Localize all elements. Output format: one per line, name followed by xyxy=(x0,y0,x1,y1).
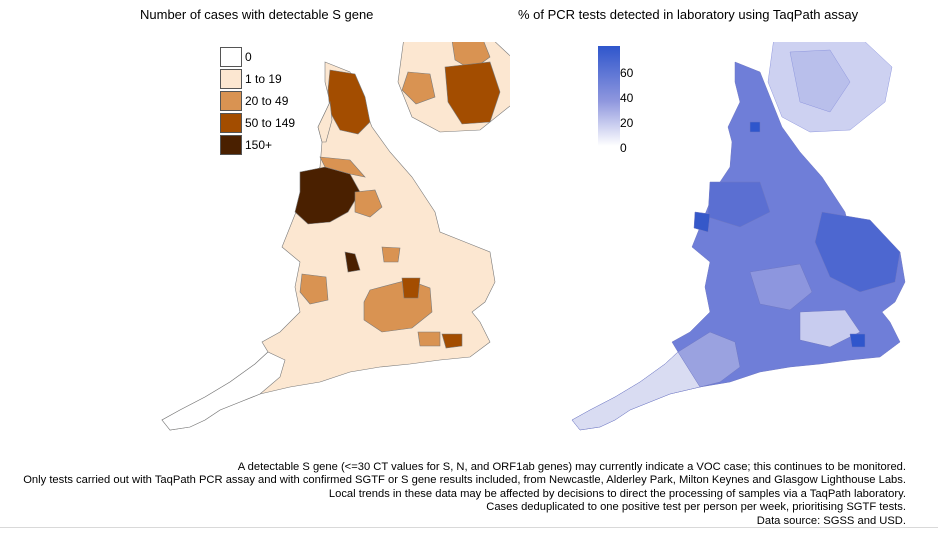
legend-swatch xyxy=(220,69,242,89)
midlands-light xyxy=(749,263,813,311)
footnote-line: Only tests carried out with TaqPath PCR … xyxy=(23,474,906,487)
ramp-tick-60: 60 xyxy=(620,66,634,80)
legend-item-3: 50 to 149 xyxy=(220,112,295,134)
legend-swatch xyxy=(220,113,242,133)
footnote-line: Data source: SGSS and USD. xyxy=(756,514,906,527)
color-ramp xyxy=(598,46,620,146)
legend-swatch xyxy=(220,47,242,67)
midlands-east-patch xyxy=(381,246,401,263)
south-west-inland xyxy=(677,331,741,388)
yorkshire-patch xyxy=(354,189,383,218)
percent-legend: 60 40 20 0 xyxy=(598,46,633,155)
footnote-line: A detectable S gene (<=30 CT values for … xyxy=(237,461,906,473)
england-taqpath-map xyxy=(571,42,906,431)
east-region xyxy=(814,211,901,293)
legend-swatch xyxy=(220,135,242,155)
bottom-divider xyxy=(0,527,938,528)
ramp-tick-0: 0 xyxy=(620,141,627,155)
north-east-region xyxy=(327,69,371,135)
ramp-tick-20: 20 xyxy=(620,116,634,130)
north-west-region xyxy=(707,181,771,228)
london-area-light xyxy=(799,309,861,348)
legend-label: 20 to 49 xyxy=(245,94,289,108)
legend-label: 1 to 19 xyxy=(245,72,282,86)
kent-hotspot xyxy=(849,333,866,348)
legend-swatch xyxy=(220,91,242,111)
west-hotspot xyxy=(693,211,711,233)
ramp-tick-40: 40 xyxy=(620,91,634,105)
legend-item-1: 1 to 19 xyxy=(220,68,295,90)
legend-item-4: 150+ xyxy=(220,134,295,156)
left-map-title: Number of cases with detectable S gene xyxy=(140,7,374,22)
west-patch xyxy=(299,273,329,305)
right-map-title: % of PCR tests detected in laboratory us… xyxy=(518,7,859,22)
far-north-edge xyxy=(317,100,333,143)
milton-keynes-core xyxy=(401,277,421,299)
cases-legend: 0 1 to 19 20 to 49 50 to 149 150+ xyxy=(220,46,295,156)
legend-label: 150+ xyxy=(245,138,273,152)
london-inset xyxy=(767,42,893,133)
legend-item-2: 20 to 49 xyxy=(220,90,295,112)
cornwall-devon-region xyxy=(161,351,286,431)
legend-item-0: 0 xyxy=(220,46,295,68)
england-cases-map xyxy=(161,42,510,431)
legend-label: 0 xyxy=(245,50,252,64)
south-east-patch xyxy=(417,331,441,347)
kent-patch xyxy=(441,333,463,349)
legend-label: 50 to 149 xyxy=(245,116,296,130)
north-east-hotspot xyxy=(749,121,761,133)
footnotes: A detectable S gene (<=30 CT values for … xyxy=(23,461,906,528)
london-inset xyxy=(397,42,510,133)
midlands-patch xyxy=(344,251,361,273)
footnote-line: Cases deduplicated to one positive test … xyxy=(486,501,906,514)
north-west-edge xyxy=(319,156,366,178)
footnote-line: Local trends in these data may be affect… xyxy=(328,487,906,500)
